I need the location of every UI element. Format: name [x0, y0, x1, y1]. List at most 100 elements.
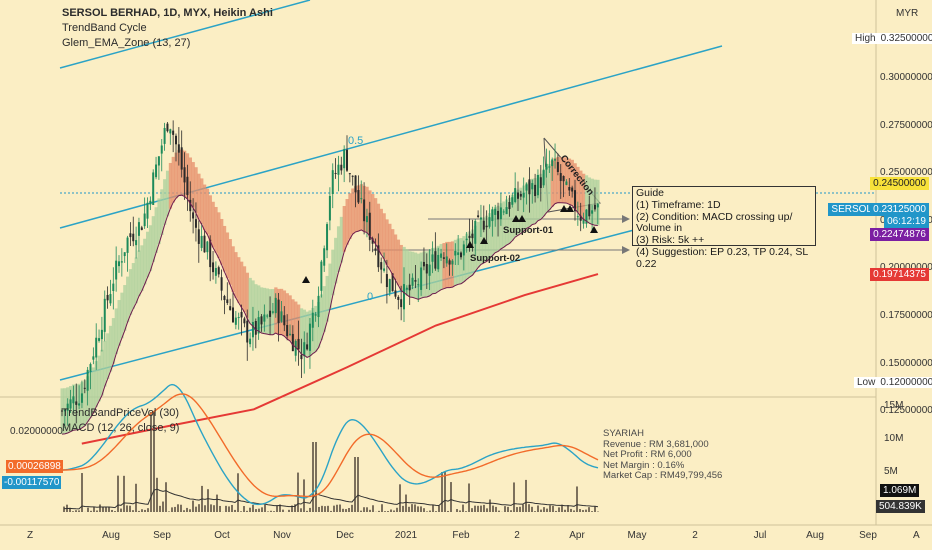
indicator-ema-zone[interactable]: Glem_EMA_Zone (13, 27): [62, 37, 191, 49]
volume-bar: [384, 511, 386, 512]
volume-bar: [279, 504, 281, 512]
volume-bar: [258, 508, 260, 512]
trend-band-segment: [468, 231, 472, 278]
candle-body: [565, 181, 568, 185]
volume-bar: [255, 509, 257, 512]
candle-body: [494, 208, 497, 215]
time-tick: Aug: [102, 530, 120, 541]
volume-bar: [492, 505, 494, 512]
volume-bar: [63, 506, 65, 512]
volume-bar: [138, 510, 140, 512]
guide-line-3: (3) Risk: 5k ++: [636, 234, 705, 247]
trend-band-segment: [257, 285, 261, 332]
candle-body: [445, 256, 448, 264]
candle-body: [505, 207, 508, 215]
candle-body: [300, 354, 303, 360]
macd-signal-line: [62, 393, 599, 498]
lower-channel-line[interactable]: [59, 229, 635, 381]
time-tick: Aug: [806, 530, 824, 541]
candle-body: [422, 261, 425, 267]
volume-bar: [420, 506, 422, 512]
trend-band-segment: [542, 170, 546, 217]
volume-bar: [390, 509, 392, 512]
trend-band-segment: [345, 199, 349, 245]
candle-body: [368, 212, 371, 240]
candle-body: [548, 166, 551, 168]
time-tick: Oct: [214, 530, 230, 541]
volume-bar: [507, 506, 509, 512]
candle-body: [377, 245, 380, 268]
volume-bar: [483, 504, 485, 512]
volume-bar: [486, 508, 488, 512]
candle-body: [582, 219, 585, 224]
candle-body: [568, 186, 571, 191]
candle-body: [440, 253, 443, 258]
indicator-macd[interactable]: MACD (12, 26, close, 9): [62, 422, 180, 434]
candle-body: [152, 172, 155, 205]
volume-bar: [552, 505, 554, 512]
trend-band-segment: [126, 276, 130, 323]
candle-body: [72, 396, 75, 404]
volume-bar: [495, 506, 497, 512]
candle-body: [78, 403, 81, 406]
trend-band-segment: [396, 239, 401, 286]
time-tick: Dec: [336, 530, 354, 541]
trend-band-segment: [234, 252, 238, 298]
candle-body: [365, 216, 368, 223]
trend-band-segment: [194, 167, 198, 213]
candle-body: [328, 195, 331, 221]
volume-bar: [87, 507, 89, 512]
trend-band-segment: [342, 205, 346, 252]
candle-body: [326, 224, 329, 251]
candle-body: [517, 192, 519, 199]
macd-line: [61, 383, 599, 506]
candle-body: [246, 320, 249, 343]
time-tick: Nov: [273, 530, 291, 541]
volume-bar: [288, 509, 290, 512]
trend-band-segment: [576, 166, 580, 213]
volume-bar: [339, 504, 341, 512]
candle-body: [137, 222, 140, 236]
time-tick: May: [627, 530, 647, 541]
indicator-trendband[interactable]: TrendBand Cycle: [62, 22, 147, 34]
vol-tick-5m: 5M: [884, 466, 898, 477]
volume-bar: [438, 505, 440, 512]
trend-band-segment: [220, 218, 224, 265]
volume-bar: [333, 505, 335, 512]
candle-body: [465, 238, 468, 241]
trend-band-segment: [245, 272, 249, 319]
currency-label[interactable]: MYR: [896, 8, 919, 19]
indicator-trendband-pricevol[interactable]: TrendBandPriceVol (30): [62, 407, 179, 419]
trend-band-segment: [143, 238, 147, 285]
upper-channel-line[interactable]: [59, 0, 311, 69]
trend-band-segment: [188, 157, 192, 204]
trend-band-segment: [140, 245, 144, 292]
trend-band-segment: [356, 185, 361, 232]
candle-body: [579, 215, 582, 221]
auto-scale-button[interactable]: A: [913, 530, 920, 541]
candle-body: [214, 267, 217, 276]
volume-bar: [270, 510, 272, 512]
volume-bar: [468, 483, 470, 512]
candle-body: [149, 200, 152, 205]
volume-bar: [414, 504, 416, 512]
trend-band-segment: [584, 175, 589, 221]
price-tick: 0.27500000: [880, 119, 932, 131]
volume-bar: [576, 486, 578, 512]
volume-bar: [519, 506, 521, 512]
volume-bar: [99, 504, 101, 512]
candle-body: [343, 149, 346, 169]
volume-bar: [294, 504, 296, 512]
candle-body: [491, 209, 494, 222]
zoom-icon[interactable]: Z: [27, 530, 34, 541]
candle-body: [417, 284, 420, 286]
candle-body: [115, 260, 118, 280]
trend-band-segment: [200, 178, 204, 225]
trend-band-segment: [556, 156, 560, 203]
candle-body: [431, 254, 434, 262]
price-label: 0.23125000: [870, 202, 929, 216]
candle-body: [306, 344, 309, 350]
candle-body: [425, 264, 428, 274]
fundamentals-panel: SYARIAH Revenue : RM 3,681,000 Net Profi…: [603, 428, 722, 482]
